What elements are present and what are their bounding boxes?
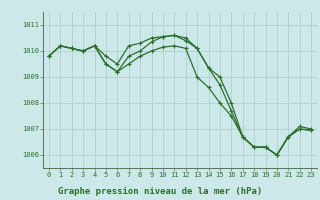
Text: Graphe pression niveau de la mer (hPa): Graphe pression niveau de la mer (hPa) [58,187,262,196]
